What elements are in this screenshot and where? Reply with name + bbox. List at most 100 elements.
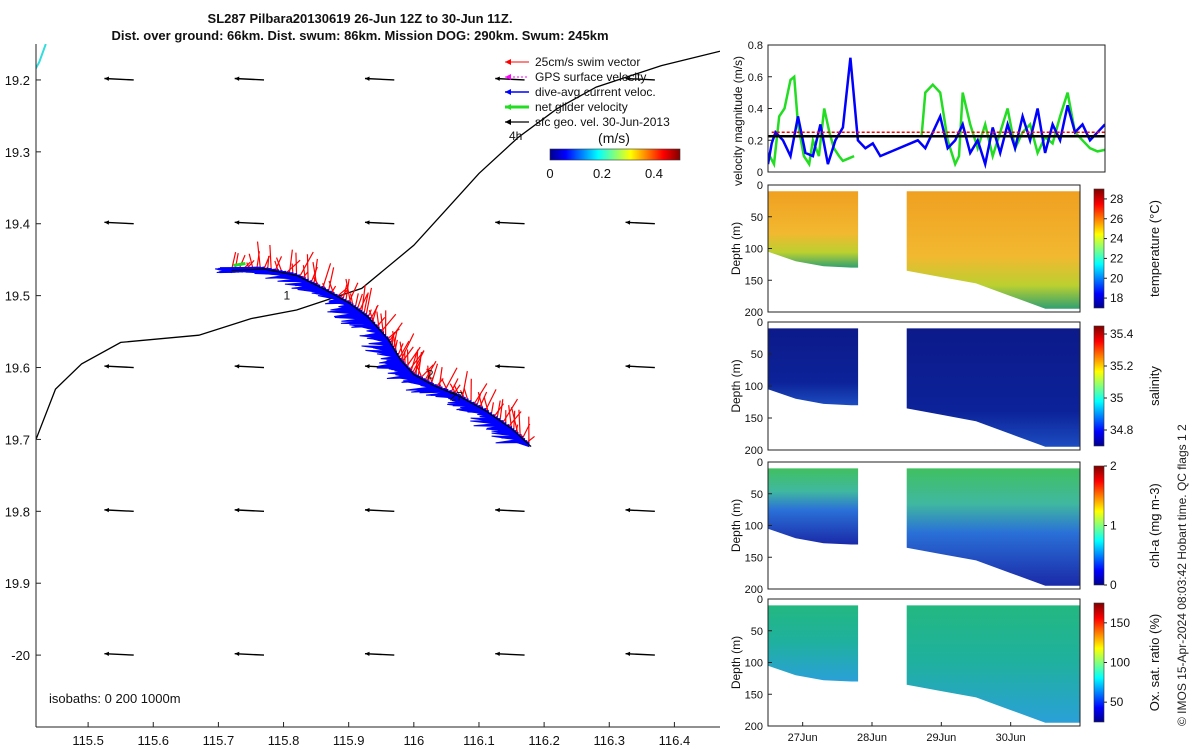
geo-arrow-head	[495, 651, 500, 657]
section-colorbar-tick-label: 150	[1110, 616, 1130, 630]
geo-arrow-head	[104, 507, 110, 513]
swim-vector	[392, 330, 398, 349]
swim-vector	[275, 257, 283, 273]
legend-swatch-head	[505, 74, 511, 80]
geo-velocity-arrow	[104, 651, 134, 657]
swim-vector	[269, 244, 272, 271]
map-x-tick-label: 116.3	[593, 733, 625, 748]
swim-vector	[397, 343, 404, 356]
swim-vector	[473, 383, 488, 405]
geo-arrow-shaft	[625, 221, 655, 225]
swim-vector	[410, 352, 418, 372]
geo-arrow-head	[495, 507, 500, 513]
swim-vector	[479, 391, 488, 408]
credit-text: © IMOS 15-Apr-2024 08:03:42 Hobart time.…	[1175, 424, 1189, 726]
section-y-tick-label: 100	[745, 658, 763, 670]
swim-vector	[399, 341, 405, 364]
map-x-tick-label: 116.2	[528, 733, 560, 748]
geo-velocity-arrow	[495, 364, 525, 369]
geo-velocity-arrow	[104, 507, 134, 513]
colorbar-tick-label: 0.2	[593, 166, 611, 181]
section-y-tick-label: 100	[745, 381, 763, 393]
swim-vector	[388, 322, 403, 342]
swim-vector	[339, 289, 348, 299]
velocity-y-tick-label: 0.6	[748, 72, 763, 84]
geo-arrow-shaft	[364, 652, 395, 656]
section-data-fill	[768, 191, 859, 268]
section-y-tick-label: 0	[757, 317, 763, 329]
velocity-plot-area	[768, 57, 1105, 170]
geo-arrow-head	[104, 76, 110, 81]
swim-vector	[367, 309, 372, 318]
swim-vector	[499, 399, 504, 421]
legend-label: net glider velocity	[535, 100, 628, 114]
geo-arrow-shaft	[104, 221, 134, 225]
section-data-fill	[768, 328, 859, 406]
swim-vector	[390, 331, 396, 344]
geo-velocity-arrow	[234, 220, 265, 225]
section-y-tick-label: 150	[745, 552, 763, 564]
section-y-tick-label: 150	[745, 413, 763, 425]
geo-arrow-head	[234, 76, 240, 81]
day-label-1: 1	[284, 289, 291, 303]
swim-vector	[444, 367, 458, 391]
velocity-series-green	[920, 82, 1105, 168]
section-x-tick-label: 28Jun	[857, 732, 887, 744]
geo-arrow-head	[234, 507, 240, 513]
section-colorbar-tick-label: 28	[1110, 192, 1124, 206]
section-colorbar-tick-label: 50	[1110, 695, 1124, 709]
section-data-fill	[768, 605, 859, 682]
section-y-tick-label: 200	[745, 584, 763, 596]
velocity-y-tick-label: 0.8	[748, 40, 763, 52]
geo-velocity-arrow	[104, 76, 134, 81]
section-colorbar-tick-label: 22	[1110, 251, 1124, 265]
section-colorbar	[1093, 188, 1105, 309]
geo-arrow-head	[625, 651, 631, 657]
swim-vector	[406, 349, 409, 369]
geo-velocity-arrow	[364, 651, 395, 657]
geo-arrow-shaft	[364, 77, 395, 81]
geo-velocity-arrow	[234, 651, 265, 657]
geo-arrow-shaft	[104, 652, 134, 656]
geo-arrow-head	[625, 507, 631, 513]
swim-vector	[342, 284, 348, 300]
geo-arrow-shaft	[625, 509, 655, 513]
section-colorbar-label: Ox. sat. ratio (%)	[1147, 614, 1162, 712]
swim-vector	[424, 360, 437, 382]
swim-vector	[322, 263, 332, 289]
geo-arrow-shaft	[625, 652, 655, 656]
section-colorbar-tick-label: 24	[1110, 232, 1124, 246]
swim-vector	[526, 435, 535, 444]
map-y-tick-label: 19.3	[5, 145, 30, 160]
swim-vector	[496, 400, 501, 419]
geo-velocity-arrow	[495, 651, 525, 657]
section-colorbar-tick-label: 100	[1110, 656, 1130, 670]
legend-label: sfc geo. vel. 30-Jun-2013	[535, 115, 670, 129]
swim-vector	[417, 352, 423, 378]
geo-arrow-head	[625, 364, 631, 369]
section-y-tick-label: 150	[745, 275, 763, 287]
swim-vector	[288, 249, 293, 275]
colorbar-unit-label: (m/s)	[598, 130, 630, 146]
geo-arrow-head	[364, 76, 370, 81]
section-panel-temperature: 0 50 100 150 200 Depth (m) 18 20 22 24 26 28 tempera…	[729, 180, 1162, 319]
geo-arrow-head	[234, 220, 240, 225]
swim-vector	[363, 292, 369, 315]
title-line-1: SL287 Pilbara20130619 26-Jun 12Z to 30-J…	[207, 11, 513, 26]
net-glider-velocity	[233, 261, 246, 267]
swim-vector	[411, 350, 425, 374]
section-data-fill	[906, 191, 1080, 309]
swim-vector	[398, 340, 410, 359]
map-y-tick-label: 19.7	[5, 432, 30, 447]
section-colorbar-tick-label: 2	[1110, 459, 1117, 473]
geo-arrow-head	[364, 651, 370, 657]
swim-vector	[510, 406, 519, 435]
geo-arrow-shaft	[495, 365, 525, 369]
section-colorbar-tick-label: 20	[1110, 271, 1124, 285]
swim-vector	[365, 287, 373, 316]
colorbar-tick-label: 0.4	[645, 166, 663, 181]
